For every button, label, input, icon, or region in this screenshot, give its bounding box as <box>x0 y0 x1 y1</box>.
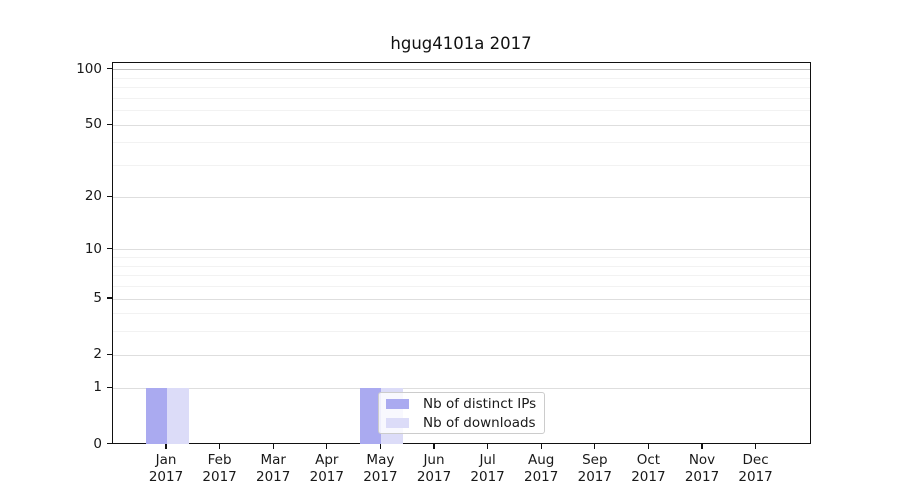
y-tick-mark <box>107 442 112 445</box>
x-tick-label-jan: Jan 2017 <box>148 451 184 485</box>
x-tick-label-nov: Nov 2017 <box>684 451 720 485</box>
gridline-minor <box>113 257 810 259</box>
gridline-major <box>113 196 810 198</box>
y-tick-mark <box>107 248 112 250</box>
gridline-minor <box>113 97 810 99</box>
legend-label-distinct-ips: Nb of distinct IPs <box>423 395 537 412</box>
x-tick-label-dec: Dec 2017 <box>738 451 773 485</box>
x-tick-mark <box>701 443 703 449</box>
gridline-minor <box>113 285 810 287</box>
x-tick-mark <box>165 443 167 449</box>
y-tick-mark <box>107 68 112 70</box>
chart-title: hgug4101a 2017 <box>390 34 532 53</box>
bar-distinct-ips-jan <box>145 388 167 445</box>
legend-swatch-downloads <box>386 417 409 428</box>
y-tick-mark <box>107 353 112 355</box>
gridline-minor <box>113 110 810 112</box>
legend-swatch-distinct-ips <box>386 398 409 409</box>
gridline-major <box>113 354 810 356</box>
x-tick-mark <box>218 443 221 449</box>
y-tick-mark <box>107 386 112 388</box>
gridline-major <box>113 124 810 126</box>
legend: Nb of distinct IPs Nb of downloads <box>378 392 545 434</box>
y-tick-label: 100 <box>76 60 102 77</box>
y-tick-mark <box>107 297 112 299</box>
x-tick-mark <box>272 443 274 449</box>
y-tick-label: 20 <box>84 188 102 205</box>
x-tick-label-jun: Jun 2017 <box>416 451 452 485</box>
gridline-minor <box>113 265 810 267</box>
gridline-major <box>113 69 810 71</box>
y-tick-label: 5 <box>93 290 102 306</box>
legend-item-downloads: Nb of downloads <box>386 415 544 431</box>
gridline-minor <box>113 142 810 144</box>
gridline-minor <box>113 331 810 333</box>
x-tick-label-may: May 2017 <box>363 451 398 485</box>
x-tick-label-jul: Jul 2017 <box>470 451 505 485</box>
gridline-minor <box>113 165 810 167</box>
x-tick-label-sep: Sep 2017 <box>577 451 612 485</box>
x-tick-mark <box>379 443 382 449</box>
bar-downloads-jan <box>167 388 189 445</box>
x-tick-mark <box>486 443 489 449</box>
x-tick-label-feb: Feb 2017 <box>202 451 237 485</box>
x-tick-label-apr: Apr 2017 <box>309 451 344 485</box>
y-tick-label: 2 <box>93 346 102 363</box>
gridline-major <box>113 249 810 251</box>
gridline-minor <box>113 77 810 79</box>
x-tick-mark <box>326 443 328 449</box>
gridline-minor <box>113 87 810 89</box>
x-tick-mark <box>647 443 650 449</box>
gridline-minor <box>113 275 810 277</box>
gridline-major <box>113 387 810 389</box>
y-tick-label: 10 <box>84 240 102 257</box>
y-tick-label: 1 <box>93 379 102 396</box>
legend-label-downloads: Nb of downloads <box>423 414 536 431</box>
y-tick-mark <box>107 123 112 125</box>
legend-item-distinct-ips: Nb of distinct IPs <box>386 396 544 412</box>
gridline-major <box>113 298 810 300</box>
x-tick-label-mar: Mar 2017 <box>256 451 291 485</box>
x-tick-mark <box>754 443 757 449</box>
bar-distinct-ips-may <box>359 388 382 445</box>
x-tick-mark <box>540 443 542 449</box>
y-tick-mark <box>107 195 112 197</box>
x-tick-label-aug: Aug 2017 <box>524 451 559 485</box>
y-tick-label: 50 <box>84 116 102 133</box>
gridline-minor <box>113 313 810 315</box>
y-tick-label: 0 <box>93 435 102 452</box>
x-tick-mark <box>594 443 596 449</box>
x-tick-mark <box>433 443 435 449</box>
plot-area <box>112 62 811 445</box>
x-tick-label-oct: Oct 2017 <box>631 451 666 485</box>
